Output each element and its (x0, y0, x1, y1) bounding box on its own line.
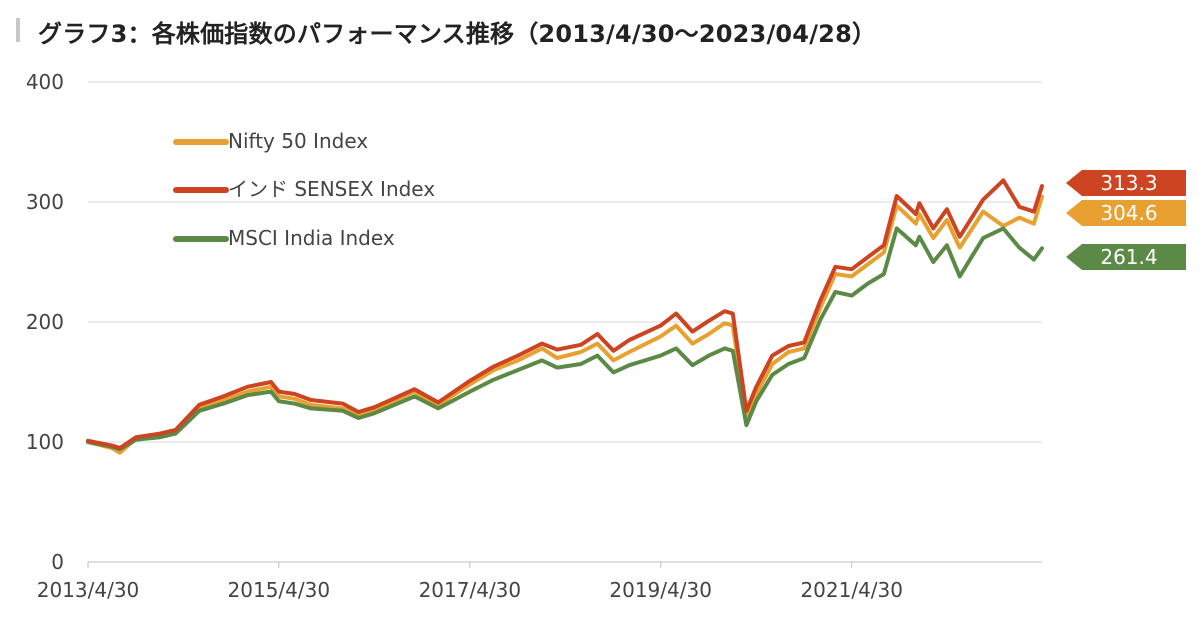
y-tick-label: 300 (26, 190, 64, 214)
series-lines (86, 178, 1044, 455)
title-accent-bar (16, 18, 20, 42)
series-line-0 (86, 194, 1044, 455)
y-axis-ticks: 0 100 200 300 400 (26, 70, 64, 574)
x-axis: 2013/4/30 2015/4/30 2017/4/30 2019/4/30 2021… (37, 561, 1042, 602)
y-tick-label: 400 (26, 70, 64, 94)
series-line-2 (86, 226, 1044, 452)
x-tick-label: 2021/4/30 (800, 578, 903, 602)
legend-label: MSCI India Index (228, 226, 395, 250)
y-tick-label: 100 (26, 430, 64, 454)
y-tick-label: 200 (26, 310, 64, 334)
end-label-value: 313.3 (1100, 171, 1157, 195)
end-label-value: 304.6 (1100, 201, 1157, 225)
legend: Nifty 50 Index インド SENSEX Index MSCI India… (173, 129, 435, 250)
x-tick-label: 2019/4/30 (609, 578, 712, 602)
x-tick-label: 2013/4/30 (37, 578, 140, 602)
chart-title: グラフ3：各株価指数のパフォーマンス推移（2013/4/30〜2023/04/2… (38, 20, 877, 48)
end-label-tag (1066, 170, 1186, 196)
end-label-tag (1066, 200, 1186, 226)
end-label-value: 261.4 (1100, 245, 1157, 269)
legend-label: インド SENSEX Index (228, 177, 435, 201)
y-tick-label: 0 (51, 550, 64, 574)
end-value-labels: 313.3 304.6 261.4 (1066, 170, 1186, 270)
grid-lines (88, 81, 1042, 563)
x-tick-label: 2017/4/30 (419, 578, 522, 602)
end-label-tag (1066, 244, 1186, 270)
series-line-1 (86, 178, 1044, 450)
x-tick-label: 2015/4/30 (228, 578, 331, 602)
legend-label: Nifty 50 Index (228, 129, 368, 153)
